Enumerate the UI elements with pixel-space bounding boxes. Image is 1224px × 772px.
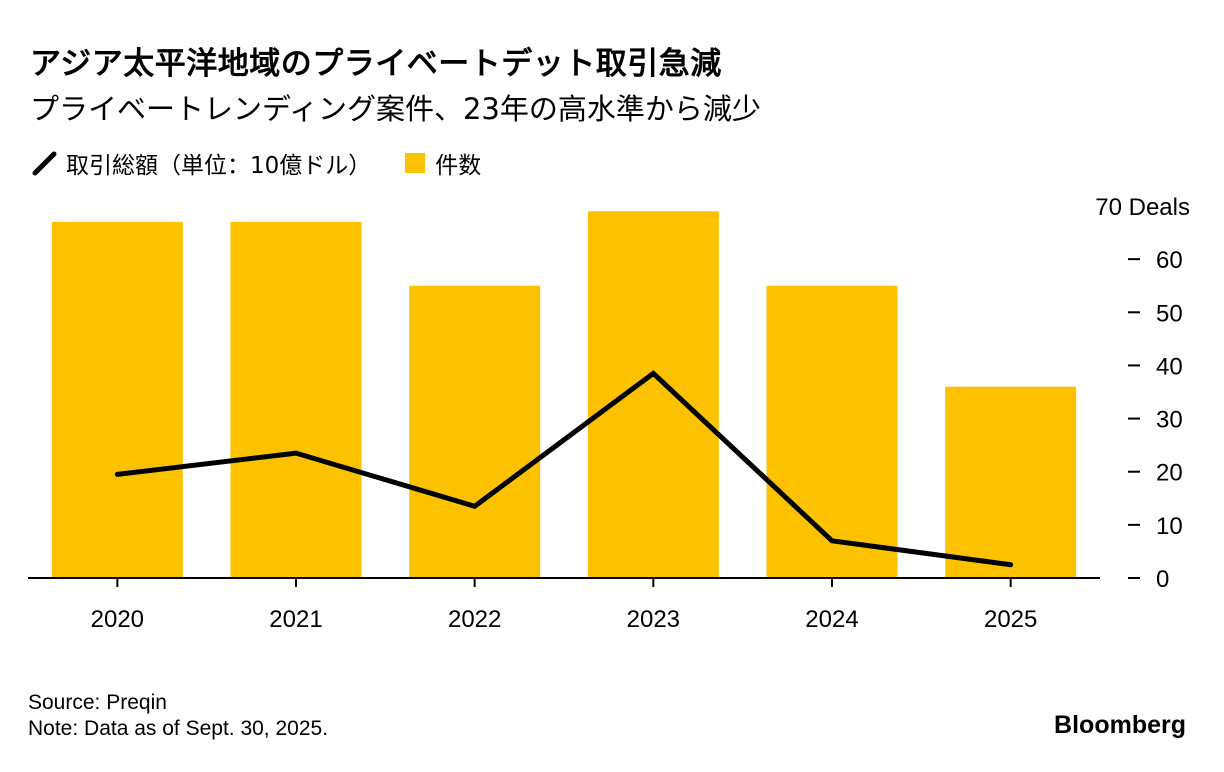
bar-2022: [409, 285, 541, 578]
bar-2025: [945, 386, 1077, 578]
x-tick-label-2020: 2020: [91, 606, 144, 633]
legend-item-line: 取引総額（単位：10億ドル）: [32, 146, 371, 180]
y-tick-label-50: 50: [1156, 300, 1183, 327]
y-tick-label-10: 10: [1156, 513, 1183, 540]
bar-2023: [587, 211, 719, 579]
bar-swatch-icon: [405, 153, 426, 173]
x-tick-label-2021: 2021: [269, 606, 322, 633]
legend-line-label: 取引総額（単位：10億ドル）: [66, 153, 372, 179]
bar-2021: [230, 221, 362, 578]
legend-bar-label: 件数: [435, 153, 482, 179]
x-tick-label-2022: 2022: [448, 606, 501, 633]
note-text: Note: Data as of Sept. 30, 2025.: [28, 717, 329, 740]
line-series-deal-value: [114, 370, 1014, 568]
chart-subtitle: プライベートレンディング案件、23年の高水準から減少: [30, 92, 761, 126]
x-tick-label-2024: 2024: [805, 606, 858, 633]
y-tick-label-60: 60: [1156, 247, 1183, 274]
chart-title: アジア太平洋地域のプライベートデット取引急減: [30, 46, 722, 82]
chart-area: 2020 2021 2022 2023 2024 2025 0 10 20 30 40 50 60 70 …: [28, 194, 1190, 633]
x-tick-label-2025: 2025: [984, 606, 1037, 633]
y-tick-label-30: 30: [1156, 407, 1183, 434]
y-axis-top-label: 70 Deals: [1095, 194, 1190, 221]
y-tick-label-40: 40: [1156, 353, 1183, 380]
legend: 取引総額（単位：10億ドル） 件数: [32, 146, 515, 180]
bloomberg-logo: Bloomberg: [1054, 711, 1186, 739]
y-tick-label-20: 20: [1156, 460, 1183, 487]
x-tick-label-2023: 2023: [627, 606, 680, 633]
footer: Source: Preqin Note: Data as of Sept. 30…: [28, 690, 328, 742]
bar-2024: [766, 285, 898, 578]
line-swatch-icon: [32, 151, 57, 176]
y-tick-label-0: 0: [1156, 566, 1169, 593]
source-text: Source: Preqin: [28, 691, 167, 714]
bar-2020: [51, 221, 183, 578]
legend-item-bar: 件数: [405, 146, 481, 180]
